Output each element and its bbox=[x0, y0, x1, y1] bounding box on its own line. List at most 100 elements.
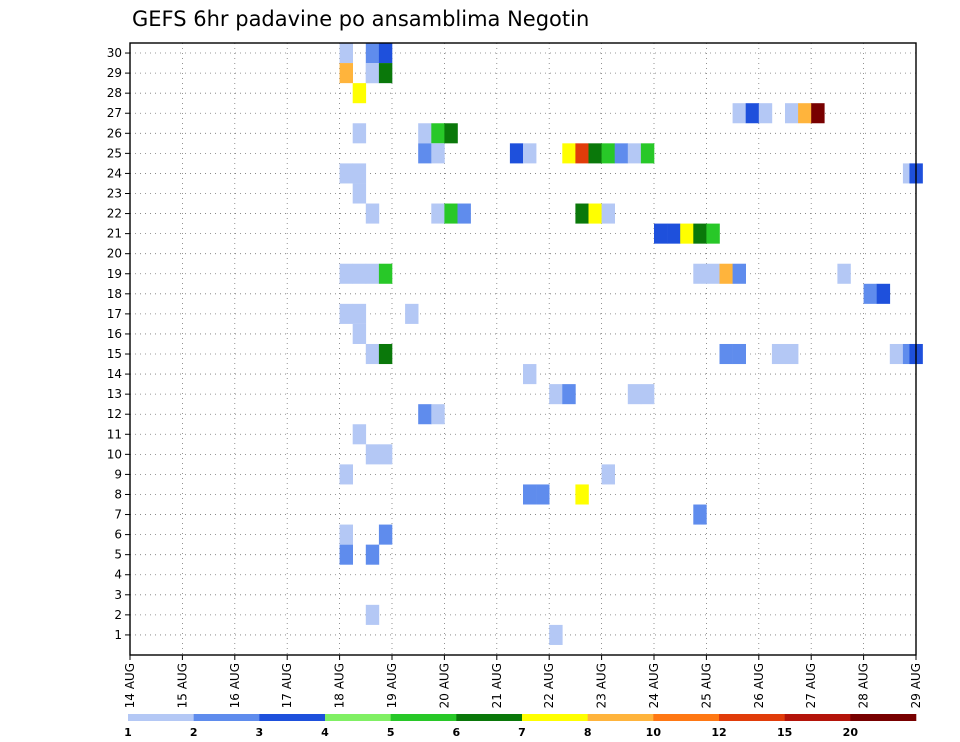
y-tick-label: 14 bbox=[107, 367, 122, 381]
y-axis: 1234567891011121314151617181920212223242… bbox=[107, 46, 130, 642]
colorbar-label: 8 bbox=[584, 726, 592, 739]
heatmap-cell bbox=[352, 263, 367, 284]
heatmap-cell bbox=[431, 143, 445, 164]
colorbar-label: 5 bbox=[387, 726, 395, 739]
heatmap-cell bbox=[352, 424, 367, 445]
colorbar-label: 1 bbox=[124, 726, 132, 739]
y-tick-label: 28 bbox=[107, 86, 122, 100]
y-tick-label: 18 bbox=[107, 287, 122, 301]
x-tick-label: 27 AUG bbox=[804, 663, 818, 708]
x-tick-label: 16 AUG bbox=[228, 663, 242, 708]
y-tick-label: 2 bbox=[114, 608, 122, 622]
colorbar-label: 12 bbox=[711, 726, 726, 739]
colorbar-swatch bbox=[325, 714, 391, 721]
heatmap-cell bbox=[339, 544, 353, 565]
heatmap-cell bbox=[601, 203, 615, 224]
heatmap-cell bbox=[562, 143, 576, 164]
heatmap-cell bbox=[588, 203, 602, 224]
colorbar-label: 10 bbox=[646, 726, 662, 739]
heatmap-cell bbox=[378, 444, 393, 465]
heatmap-cell bbox=[588, 143, 602, 164]
x-tick-label: 17 AUG bbox=[280, 663, 294, 708]
y-tick-label: 8 bbox=[114, 487, 122, 501]
x-tick-label: 26 AUG bbox=[752, 663, 766, 708]
heatmap-cell bbox=[523, 364, 537, 385]
heatmap-cells bbox=[339, 43, 923, 645]
x-tick-label: 28 AUG bbox=[857, 663, 871, 708]
heatmap-cell bbox=[378, 63, 393, 84]
heatmap-cell bbox=[339, 524, 353, 545]
heatmap-cell bbox=[431, 404, 445, 425]
heatmap-cell bbox=[706, 223, 720, 244]
heatmap-cell bbox=[798, 103, 812, 124]
heatmap-cell bbox=[523, 484, 537, 505]
heatmap-cell bbox=[352, 183, 367, 204]
heatmap-cell bbox=[575, 484, 589, 505]
x-tick-label: 19 AUG bbox=[385, 663, 399, 708]
y-tick-label: 23 bbox=[107, 186, 122, 200]
heatmap-cell bbox=[693, 504, 707, 525]
colorbar: 1 2 3 4 5 6 7 8 10 12 15 20 bbox=[124, 714, 917, 739]
heatmap-cell bbox=[640, 143, 655, 164]
heatmap-cell bbox=[811, 103, 825, 124]
heatmap-cell bbox=[365, 63, 380, 84]
chart-title: GEFS 6hr padavine po ansamblima Negotin bbox=[132, 7, 589, 31]
colorbar-swatch bbox=[850, 714, 917, 721]
heatmap-cell bbox=[654, 223, 668, 244]
heatmap-cell bbox=[365, 444, 380, 465]
colorbar-swatch bbox=[193, 714, 260, 721]
y-tick-label: 30 bbox=[107, 46, 122, 60]
colorbar-label: 4 bbox=[321, 726, 329, 739]
y-tick-label: 9 bbox=[114, 467, 122, 481]
heatmap-cell bbox=[549, 384, 563, 405]
heatmap-cell bbox=[680, 223, 694, 244]
heatmap-cell bbox=[785, 343, 799, 365]
colorbar-swatch bbox=[128, 714, 194, 721]
y-tick-label: 3 bbox=[114, 588, 122, 602]
heatmap-cell bbox=[339, 163, 353, 184]
colorbar-label: 15 bbox=[777, 726, 792, 739]
colorbar-swatch bbox=[522, 714, 588, 721]
heatmap-cell bbox=[339, 43, 353, 64]
heatmap-cell bbox=[431, 123, 445, 144]
heatmap-cell bbox=[457, 203, 471, 224]
x-tick-label: 23 AUG bbox=[595, 663, 609, 708]
heatmap-cell bbox=[667, 223, 681, 244]
colorbar-swatch bbox=[587, 714, 654, 721]
y-tick-label: 16 bbox=[107, 327, 122, 341]
y-tick-label: 6 bbox=[114, 528, 122, 542]
x-tick-label: 15 AUG bbox=[175, 663, 189, 708]
heatmap-cell bbox=[876, 283, 891, 304]
y-tick-label: 13 bbox=[107, 387, 122, 401]
heatmap-cell bbox=[693, 263, 707, 284]
heatmap-cell bbox=[837, 263, 851, 284]
y-tick-label: 4 bbox=[114, 568, 122, 582]
y-tick-label: 12 bbox=[107, 407, 122, 421]
y-tick-label: 15 bbox=[107, 347, 122, 361]
colorbar-label: 20 bbox=[843, 726, 859, 739]
heatmap-cell bbox=[352, 163, 367, 184]
x-tick-label: 25 AUG bbox=[699, 663, 713, 708]
y-tick-label: 25 bbox=[107, 146, 122, 160]
heatmap-cell bbox=[536, 484, 550, 505]
y-tick-label: 11 bbox=[107, 427, 122, 441]
x-tick-label: 22 AUG bbox=[542, 663, 556, 708]
x-tick-label: 21 AUG bbox=[490, 663, 504, 708]
heatmap-cell bbox=[509, 143, 524, 164]
heatmap-cell bbox=[444, 203, 458, 224]
heatmap-cell bbox=[339, 464, 353, 485]
plot-frame bbox=[129, 42, 917, 656]
heatmap-cell bbox=[352, 323, 367, 344]
heatmap-cell bbox=[444, 123, 458, 144]
heatmap-cell bbox=[732, 263, 746, 284]
y-tick-label: 27 bbox=[107, 106, 122, 120]
heatmap-cell bbox=[378, 524, 393, 545]
y-tick-label: 7 bbox=[114, 508, 122, 522]
colorbar-label: 3 bbox=[256, 726, 264, 739]
heatmap-cell bbox=[601, 143, 615, 164]
x-axis: 14 AUG 15 AUG 16 AUG 17 AUG 18 AUG 19 AUG 20 A… bbox=[123, 655, 923, 708]
heatmap-cell bbox=[601, 464, 615, 485]
heatmap-cell bbox=[785, 103, 799, 124]
heatmap-cell bbox=[378, 263, 393, 284]
heatmap-cell bbox=[352, 83, 367, 104]
